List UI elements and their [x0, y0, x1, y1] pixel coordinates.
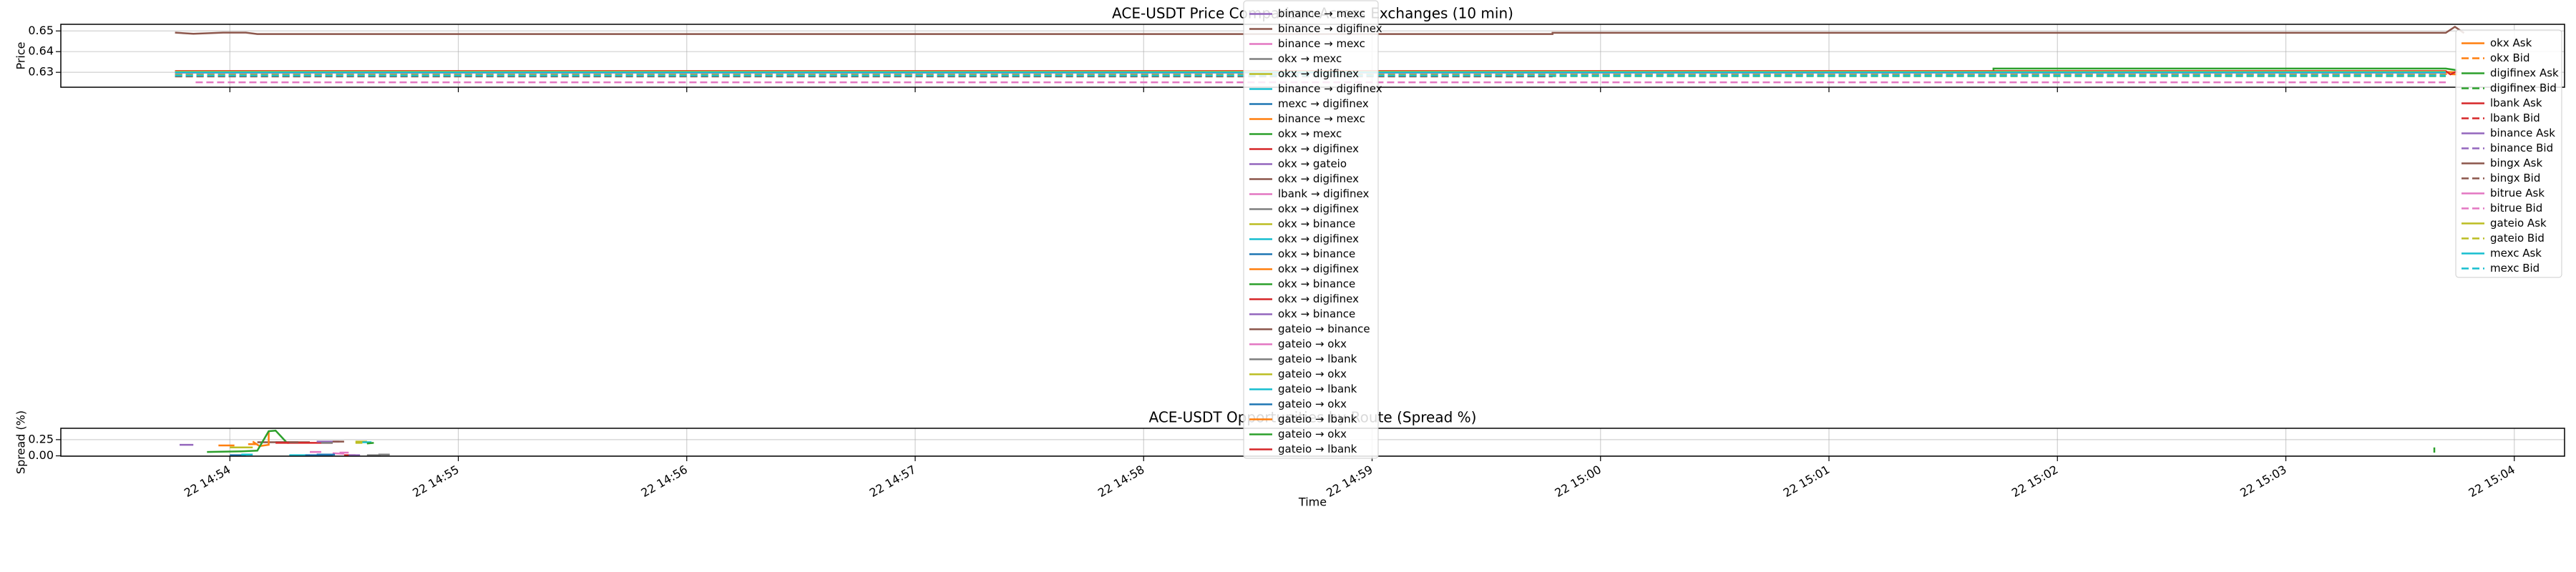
legend-label: okx → digifinex — [1278, 172, 1359, 185]
series-line — [175, 25, 2465, 35]
legend-box — [2455, 29, 2562, 278]
x-tick-label: 22 14:57 — [867, 463, 918, 500]
legend-label: okx → binance — [1278, 307, 1355, 320]
legend-label: lbank → digifinex — [1278, 187, 1369, 200]
x-tick-label: 22 15:02 — [2009, 463, 2060, 500]
legend-label: bingx Ask — [2490, 157, 2542, 169]
legend-label: digifinex Ask — [2490, 66, 2559, 79]
legend-label: lbank Bid — [2490, 112, 2540, 124]
legend-label: binance → digifinex — [1278, 82, 1382, 95]
legend-label: gateio Bid — [2490, 232, 2545, 245]
legend-label: gateio → okx — [1278, 398, 1347, 410]
legend-label: okx → digifinex — [1278, 202, 1359, 215]
x-tick-label: 22 14:58 — [1096, 463, 1146, 500]
legend-label: okx → gateio — [1278, 157, 1347, 170]
legend-label: bingx Bid — [2490, 172, 2540, 184]
x-tick-label: 22 14:56 — [639, 463, 690, 500]
legend-label: digifinex Bid — [2490, 82, 2557, 94]
legend-label: okx → digifinex — [1278, 292, 1359, 305]
x-tick-label: 22 15:01 — [1781, 463, 1832, 500]
y-tick-label: 0.25 — [28, 432, 54, 445]
legend-label: gateio → lbank — [1278, 352, 1357, 365]
y-tick-label: 0.00 — [28, 448, 54, 462]
legend-label: binance Bid — [2490, 142, 2553, 154]
legend-label: gateio → okx — [1278, 337, 1347, 350]
series-line — [207, 429, 288, 453]
legend-label: binance → mexc — [1278, 37, 1365, 50]
legend-label: gateio → okx — [1278, 368, 1347, 380]
legend-label: gateio → okx — [1278, 428, 1347, 440]
legend-label: okx → digifinex — [1278, 232, 1359, 245]
legend-label: okx → digifinex — [1278, 142, 1359, 155]
legend-label: okx → mexc — [1278, 52, 1342, 65]
legend-label: binance → mexc — [1278, 112, 1365, 125]
y-axis-label: Price — [14, 41, 28, 69]
x-tick-label: 22 15:03 — [2238, 463, 2288, 500]
x-tick-label: 22 14:54 — [182, 463, 233, 500]
legend-label: binance → mexc — [1278, 7, 1365, 20]
legend-label: gateio → lbank — [1278, 413, 1357, 425]
legend-label: okx → digifinex — [1278, 262, 1359, 275]
legend-label: lbank Ask — [2490, 97, 2542, 109]
y-tick-label: 0.64 — [28, 44, 54, 58]
legend-label: gateio → lbank — [1278, 443, 1357, 455]
x-tick-label: 22 15:00 — [1553, 463, 1604, 500]
legend-label: mexc Bid — [2490, 262, 2540, 275]
x-tick-label: 22 14:59 — [1324, 463, 1375, 500]
legend-label: binance Ask — [2490, 127, 2555, 139]
y-tick-label: 0.65 — [28, 24, 54, 37]
legend-label: okx → digifinex — [1278, 67, 1359, 80]
legend-label: okx → binance — [1278, 217, 1355, 230]
series-line — [332, 452, 344, 455]
y-tick-label: 0.63 — [28, 65, 54, 79]
legend-label: mexc → digifinex — [1278, 97, 1369, 110]
legend-label: bitrue Ask — [2490, 187, 2545, 199]
x-axis-label: Time — [1298, 495, 1327, 509]
x-tick-label: 22 14:55 — [410, 463, 461, 500]
legend-label: okx Ask — [2490, 36, 2532, 49]
legend-label: gateio Ask — [2490, 217, 2547, 230]
legend-label: okx Bid — [2490, 51, 2530, 64]
x-tick-label: 22 15:04 — [2467, 463, 2517, 500]
legend-label: mexc Ask — [2490, 247, 2542, 260]
y-axis-label: Spread (%) — [14, 410, 28, 474]
legend-label: okx → binance — [1278, 277, 1355, 290]
legend-label: gateio → lbank — [1278, 383, 1357, 395]
legend-label: binance → digifinex — [1278, 22, 1382, 35]
legend-label: bitrue Bid — [2490, 202, 2542, 214]
legend-box — [1243, 0, 1379, 459]
legend-label: gateio → binance — [1278, 322, 1370, 335]
legend-label: okx → binance — [1278, 247, 1355, 260]
legend-label: okx → mexc — [1278, 127, 1342, 140]
